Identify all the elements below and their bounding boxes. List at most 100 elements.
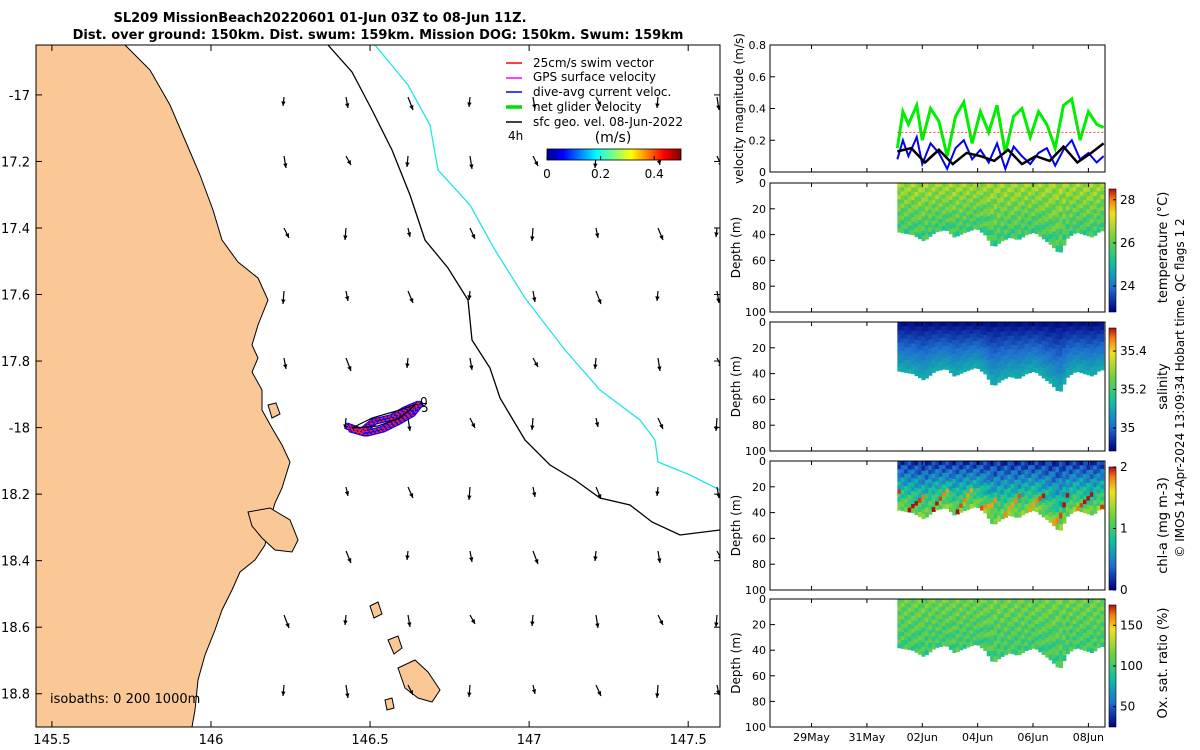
heatmap-cell	[959, 322, 964, 327]
heatmap-cell	[1096, 211, 1101, 217]
velocity-arrow	[405, 550, 410, 561]
heatmap-cell	[993, 604, 998, 610]
glider-track: 05	[345, 395, 429, 437]
heatmap-cell	[1003, 507, 1008, 514]
heatmap-cell	[1024, 343, 1029, 349]
heatmap-cell	[904, 322, 909, 327]
heatmap-cell	[924, 368, 929, 374]
heatmap-cell	[1003, 197, 1008, 203]
heatmap-cell	[1076, 322, 1081, 327]
velocity-arrow	[406, 227, 412, 238]
y-axis-label: Depth (m)	[729, 495, 743, 556]
heatmap-cell	[986, 603, 991, 610]
heatmap-cell	[907, 364, 912, 370]
heatmap-cell	[935, 326, 940, 331]
heatmap-cell	[959, 208, 964, 214]
heatmap-cell	[952, 196, 957, 202]
heatmap-cell	[1034, 615, 1039, 621]
heatmap-cell	[1100, 496, 1105, 502]
heatmap-cell	[1079, 645, 1084, 650]
velocity-arrow	[469, 550, 474, 563]
heatmap-cell	[1024, 491, 1029, 497]
heatmap-cell	[904, 628, 909, 633]
heatmap-cell	[948, 490, 953, 496]
heatmap-cell	[931, 632, 936, 638]
heatmap-cell	[1031, 494, 1036, 499]
heatmap-cell	[1000, 641, 1005, 648]
heatmap-cell	[917, 210, 923, 217]
heatmap-cell	[1065, 608, 1070, 614]
heatmap-cell	[1010, 358, 1015, 364]
heatmap-cell	[1041, 617, 1046, 623]
heatmap-cell	[1017, 322, 1022, 328]
heatmap-cell	[979, 639, 984, 645]
heatmap-cell	[1082, 473, 1088, 479]
heatmap-cell	[1045, 599, 1050, 605]
heatmap-cell	[1024, 499, 1029, 505]
heatmap-cell	[1086, 361, 1091, 367]
heatmap-cell	[1100, 341, 1105, 347]
heatmap-cell	[1045, 336, 1050, 343]
heatmap-cell	[979, 497, 984, 503]
heatmap-cell	[952, 330, 957, 337]
heatmap-cell	[917, 192, 923, 198]
heatmap-cell	[1003, 461, 1008, 467]
heatmap-cell	[1100, 472, 1105, 478]
heatmap-cell	[997, 193, 1002, 199]
heatmap-cell	[966, 497, 971, 502]
heatmap-cell	[942, 610, 947, 616]
heatmap-cell	[1010, 644, 1015, 650]
heatmap-cell	[1055, 205, 1060, 213]
heatmap-cell	[983, 607, 988, 613]
heatmap-cell	[983, 637, 988, 643]
heatmap-cell	[979, 215, 984, 221]
heatmap-cell	[935, 465, 940, 470]
heatmap-cell	[983, 504, 988, 510]
velocity-arrow	[594, 227, 600, 239]
heatmap-cell	[990, 219, 995, 226]
heatmap-cell	[966, 207, 971, 212]
heatmap-cell	[1021, 616, 1026, 622]
heatmap-cell	[945, 345, 950, 351]
heatmap-cell	[997, 347, 1002, 353]
heatmap-cell	[976, 461, 981, 466]
heatmap-cell	[990, 640, 995, 647]
heatmap-cell	[1062, 655, 1067, 662]
heatmap-cell	[1079, 343, 1084, 348]
heatmap-cell	[952, 505, 957, 511]
heatmap-cell	[993, 322, 998, 328]
heatmap-cell	[979, 183, 984, 188]
heatmap-cell	[1000, 226, 1005, 232]
heatmap-cell	[1045, 236, 1050, 243]
heatmap-cell	[997, 628, 1002, 635]
heatmap-cell	[955, 491, 960, 497]
heatmap-cell	[1041, 608, 1046, 614]
heatmap-cell	[904, 334, 909, 340]
heatmap-cell	[935, 330, 940, 335]
heatmap-cell	[962, 330, 967, 335]
heatmap-cell	[1100, 202, 1105, 208]
heatmap-cell	[907, 615, 912, 621]
heatmap-cell	[969, 500, 974, 505]
heatmap-cell	[1034, 326, 1039, 332]
heatmap-cell	[952, 335, 957, 341]
heatmap-cell	[1027, 187, 1033, 193]
heatmap-cell	[1058, 234, 1063, 242]
heatmap-cell	[1038, 616, 1043, 622]
heatmap-cell	[1082, 183, 1088, 188]
heatmap-cell	[993, 497, 998, 504]
heatmap-cell	[1079, 486, 1084, 492]
heatmap-cell	[1041, 603, 1046, 609]
heatmap-cell	[959, 624, 964, 630]
colorbar-tick-label: 0	[1120, 583, 1128, 597]
heatmap-cell	[942, 484, 947, 490]
y-axis-label: Depth (m)	[729, 217, 743, 278]
heatmap-cell	[1048, 634, 1053, 641]
heatmap-cell	[972, 495, 978, 500]
heatmap-cell	[1065, 228, 1070, 235]
heatmap-cell	[1076, 216, 1081, 221]
heatmap-cell	[1055, 512, 1060, 519]
heatmap-cell	[907, 326, 912, 332]
heatmap-cell	[1069, 339, 1074, 345]
heatmap-cell	[983, 469, 988, 475]
